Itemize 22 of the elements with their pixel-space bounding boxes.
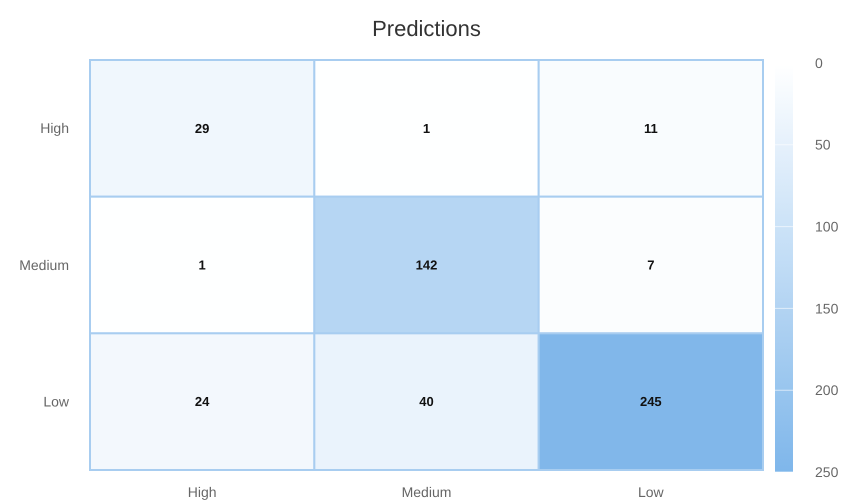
data-label: 7: [647, 258, 654, 273]
y-tick-label: Low: [43, 394, 70, 410]
y-tick-label: High: [40, 120, 69, 136]
data-label: 11: [644, 120, 658, 136]
x-tick-label: Medium: [402, 484, 452, 500]
color-bar-label: 0: [815, 54, 823, 71]
color-bar-label: 100: [815, 218, 839, 234]
data-label: 142: [416, 258, 438, 273]
color-bar-label: 50: [815, 136, 831, 153]
color-bar-label: 150: [815, 300, 839, 316]
data-label: 29: [194, 120, 210, 136]
y-tick-label: Medium: [19, 256, 69, 273]
x-tick-label: Low: [638, 484, 665, 500]
color-bar-label: 250: [815, 464, 839, 480]
data-label: 245: [640, 394, 662, 410]
data-label: 1: [198, 258, 206, 273]
data-label: 1: [422, 120, 430, 136]
data-label: 24: [194, 394, 210, 410]
data-label: 40: [419, 394, 434, 410]
x-tick-label: High: [188, 484, 217, 500]
color-bar-label: 200: [815, 382, 839, 398]
chart-title: Predictions: [372, 16, 481, 41]
